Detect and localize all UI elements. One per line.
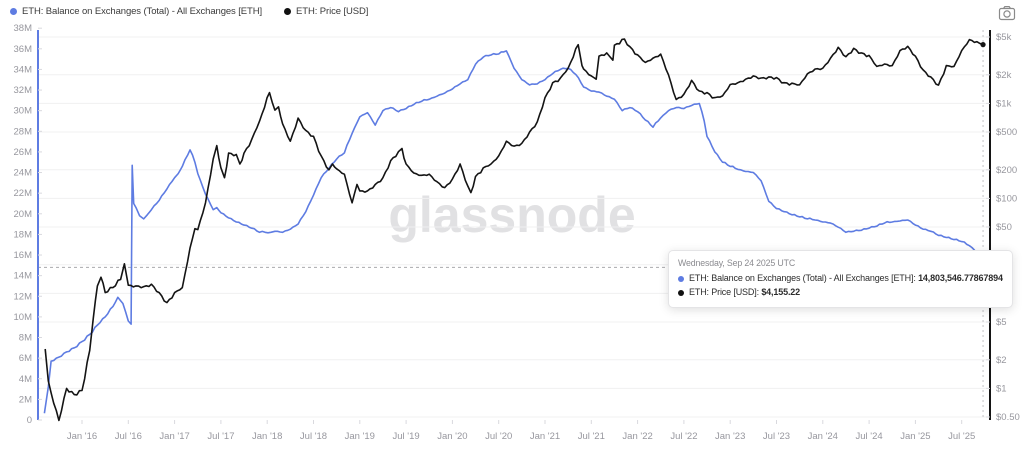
svg-text:Jan '19: Jan '19 [345,431,375,442]
balance-series-dot-icon [10,8,17,15]
svg-text:32M: 32M [14,85,33,96]
svg-text:$50: $50 [996,222,1012,233]
gridlines [38,36,990,418]
svg-text:Jul '22: Jul '22 [670,431,697,442]
svg-text:Jul '18: Jul '18 [300,431,327,442]
tooltip-row-price: ETH: Price [USD]: $4,155.22 [678,286,1003,300]
svg-text:Jan '18: Jan '18 [252,431,282,442]
svg-text:38M: 38M [14,23,33,34]
camera-icon[interactable] [998,5,1016,21]
svg-text:Jan '20: Jan '20 [437,431,467,442]
svg-text:Jan '21: Jan '21 [530,431,560,442]
svg-text:Jan '24: Jan '24 [808,431,838,442]
svg-text:Jan '16: Jan '16 [67,431,97,442]
tooltip-balance-label: ETH: Balance on Exchanges (Total) - All … [689,272,916,283]
svg-text:Jul '19: Jul '19 [393,431,420,442]
x-axis-labels: Jan '16 Jul '16 Jan '17 Jul '17 Jan '18 Jul '… [67,420,975,442]
price-series-line [44,38,984,422]
svg-text:4M: 4M [19,374,32,385]
svg-text:36M: 36M [14,44,33,55]
svg-text:20M: 20M [14,209,33,220]
svg-text:14M: 14M [14,271,33,282]
price-series-dot-icon [678,289,684,296]
svg-text:34M: 34M [14,64,33,75]
tooltip-price-label: ETH: Price [USD]: [689,286,759,297]
svg-text:$100: $100 [996,193,1017,204]
legend-item-price-label: ETH: Price [USD] [296,6,369,17]
legend-item-balance-label: ETH: Balance on Exchanges (Total) - All … [22,6,263,17]
svg-text:$200: $200 [996,165,1017,176]
price-series-dot-icon [284,8,292,15]
svg-text:10M: 10M [14,312,33,323]
tooltip-date: Wednesday, Sep 24 2025 UTC [678,258,796,268]
svg-text:26M: 26M [14,147,33,158]
svg-text:Jul '25: Jul '25 [948,431,975,442]
svg-text:$5k: $5k [996,32,1012,43]
svg-text:Jul '21: Jul '21 [578,431,605,442]
svg-text:Jan '17: Jan '17 [159,431,189,442]
right-axis-labels: $5k$2k$1k$500$200$100$50$20$10$5$2$1$0.5… [986,32,1020,423]
tooltip-balance-value: 14,803,546.77867894 [918,272,1003,283]
chart-tooltip: Wednesday, Sep 24 2025 UTC ETH: Balance … [668,250,1013,308]
svg-text:16M: 16M [14,250,33,261]
tooltip-price-value: $4,155.22 [761,286,801,297]
legend-item-balance[interactable]: ETH: Balance on Exchanges (Total) - All … [10,6,262,17]
chart-legend: ETH: Balance on Exchanges (Total) - All … [10,6,368,17]
svg-text:28M: 28M [14,126,33,137]
svg-text:12M: 12M [14,291,33,302]
svg-text:8M: 8M [19,333,32,344]
tooltip-row-balance: ETH: Balance on Exchanges (Total) - All … [678,272,1003,286]
svg-text:$2k: $2k [996,70,1012,81]
svg-text:6M: 6M [19,353,32,364]
svg-text:$1k: $1k [996,98,1012,109]
svg-text:$1: $1 [996,383,1007,394]
balance-series-line [43,50,984,414]
svg-text:Jul '20: Jul '20 [485,431,512,442]
svg-text:30M: 30M [14,106,33,117]
svg-text:Jan '25: Jan '25 [900,431,930,442]
price-last-point-marker [980,42,986,48]
glassnode-watermark: glassnode [388,187,636,243]
svg-text:Jul '17: Jul '17 [207,431,234,442]
svg-text:0: 0 [27,415,32,426]
left-axis-labels: 38M 36M 34M 32M 30M 28M 26M 24M 22M 20M 18M 16M 14M 1… [14,23,42,426]
svg-text:18M: 18M [14,229,33,240]
svg-text:Jul '16: Jul '16 [115,431,142,442]
svg-text:Jul '23: Jul '23 [763,431,790,442]
svg-text:24M: 24M [14,168,33,179]
svg-text:$0.50: $0.50 [996,412,1020,423]
svg-text:Jan '23: Jan '23 [715,431,745,442]
svg-text:$2: $2 [996,355,1007,366]
legend-item-price[interactable]: ETH: Price [USD] [284,6,368,17]
svg-text:$500: $500 [996,127,1017,138]
svg-text:Jan '22: Jan '22 [622,431,652,442]
svg-text:Jul '24: Jul '24 [856,431,883,442]
balance-series-dot-icon [678,275,684,282]
svg-text:22M: 22M [14,188,33,199]
svg-text:$5: $5 [996,317,1007,328]
svg-text:2M: 2M [19,394,32,405]
